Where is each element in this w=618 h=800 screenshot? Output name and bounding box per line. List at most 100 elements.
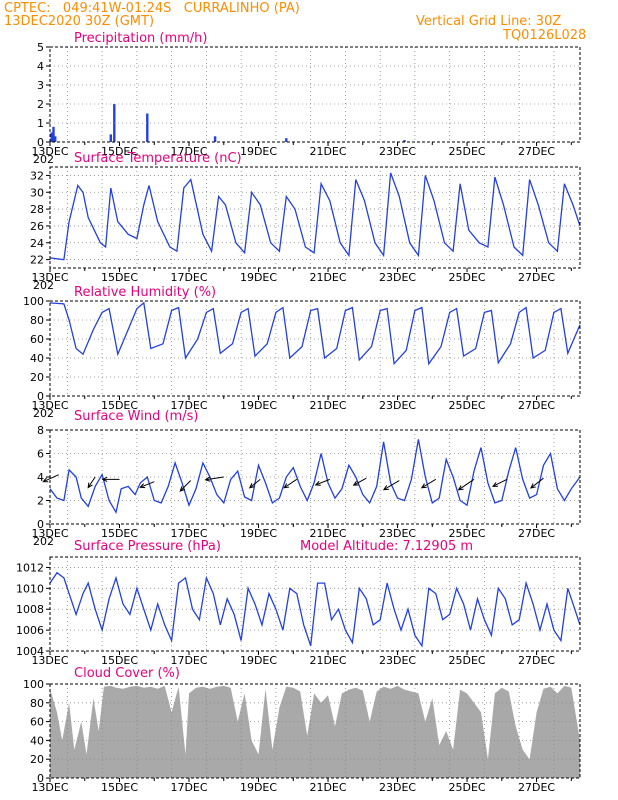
x-tick-label: 19DEC xyxy=(240,271,277,284)
y-tick-label: 4 xyxy=(37,471,44,484)
precip-bar xyxy=(109,134,112,142)
precip-bar xyxy=(213,136,217,142)
x-tick-label: 15DEC xyxy=(101,145,138,158)
wind-arrow xyxy=(204,476,224,482)
panel-4: 1004 1006 1008 1010 1012 13DEC 15DEC 17DEC 19DEC… xyxy=(16,539,581,667)
y-tick-label: 5 xyxy=(37,41,44,54)
x-tick-label: 27DEC xyxy=(518,527,555,540)
panel-frame xyxy=(49,46,581,143)
x-tick-label: 15DEC xyxy=(101,271,138,284)
panel-title: Cloud Cover (%) xyxy=(74,666,180,681)
wind-arrow xyxy=(457,478,475,491)
panel-frame xyxy=(49,166,581,269)
series-line xyxy=(49,301,581,366)
year-label: 202 xyxy=(33,535,54,548)
series-line xyxy=(49,571,581,648)
y-tick-label: 60 xyxy=(30,333,44,346)
x-tick-label: 25DEC xyxy=(448,781,485,794)
wind-arrow xyxy=(352,477,367,486)
x-tick-label: 21DEC xyxy=(309,654,346,667)
x-tick-label: 25DEC xyxy=(448,271,485,284)
panel-frame xyxy=(49,683,581,779)
x-tick-label: 19DEC xyxy=(240,399,277,412)
grid-line-header: Vertical Grid Line: 30Z xyxy=(416,14,562,29)
year-label: 202 xyxy=(33,153,54,166)
x-tick-label: 27DEC xyxy=(518,781,555,794)
x-tick-label: 27DEC xyxy=(518,271,555,284)
wind-arrow xyxy=(530,477,544,489)
x-tick-label: 19DEC xyxy=(240,145,277,158)
panel-frame xyxy=(49,300,581,397)
wind-arrow xyxy=(42,474,59,483)
y-tick-label: 40 xyxy=(30,352,44,365)
precip-bar xyxy=(285,138,288,142)
y-tick-label: 26 xyxy=(30,220,44,233)
series-line xyxy=(49,172,581,261)
panel-5: 0 20 40 60 80 100 13DEC 15DEC 17DEC 19DEC 21DEC 23D… xyxy=(23,666,581,794)
model-code-header: TQ0126L028 xyxy=(503,28,587,43)
station-header: CPTEC: 049:41W-01:24S CURRALINHO (PA) xyxy=(4,1,300,16)
y-tick-label: 100 xyxy=(23,295,44,308)
x-tick-label: 25DEC xyxy=(448,654,485,667)
wind-arrow xyxy=(382,480,400,491)
cloud-area xyxy=(50,685,580,778)
panel-2: 0 20 40 60 80 100 13DEC 15DEC 17DEC 19DEC 21DEC 23D… xyxy=(23,285,581,420)
wind-arrow xyxy=(283,478,298,489)
x-tick-label: 17DEC xyxy=(170,399,207,412)
x-tick-label: 15DEC xyxy=(101,527,138,540)
wind-arrow xyxy=(420,478,437,489)
panel-frame xyxy=(49,429,581,525)
y-tick-label: 80 xyxy=(30,697,44,710)
x-tick-label: 17DEC xyxy=(170,145,207,158)
x-tick-label: 19DEC xyxy=(240,781,277,794)
y-tick-label: 8 xyxy=(37,424,44,437)
x-tick-label: 17DEC xyxy=(170,654,207,667)
x-tick-label: 23DEC xyxy=(379,781,416,794)
y-tick-label: 100 xyxy=(23,678,44,691)
y-tick-label: 4 xyxy=(37,60,44,73)
x-tick-label: 15DEC xyxy=(101,399,138,412)
wind-arrow xyxy=(314,478,330,486)
x-tick-label: 23DEC xyxy=(379,399,416,412)
y-tick-label: 80 xyxy=(30,314,44,327)
y-tick-label: 40 xyxy=(30,734,44,747)
y-tick-label: 3 xyxy=(37,79,44,92)
x-tick-label: 25DEC xyxy=(448,399,485,412)
x-tick-label: 27DEC xyxy=(518,399,555,412)
y-tick-label: 20 xyxy=(30,371,44,384)
x-tick-label: 23DEC xyxy=(379,654,416,667)
precip-bar xyxy=(146,113,149,142)
series-line xyxy=(49,439,581,515)
precip-bar xyxy=(50,132,53,142)
panel-title: Precipitation (mm/h) xyxy=(74,31,207,46)
y-tick-label: 1004 xyxy=(16,645,44,658)
x-tick-label: 13DEC xyxy=(31,399,68,412)
x-tick-label: 13DEC xyxy=(31,781,68,794)
x-tick-label: 21DEC xyxy=(309,399,346,412)
x-tick-label: 21DEC xyxy=(309,145,346,158)
x-tick-label: 17DEC xyxy=(170,781,207,794)
x-tick-label: 15DEC xyxy=(101,654,138,667)
model-altitude: Model Altitude: 7.12905 m xyxy=(300,539,473,554)
x-tick-label: 27DEC xyxy=(518,145,555,158)
x-tick-label: 15DEC xyxy=(101,781,138,794)
wind-arrow xyxy=(87,476,96,489)
precip-bar xyxy=(52,126,55,142)
y-tick-label: 60 xyxy=(30,716,44,729)
y-tick-label: 1012 xyxy=(16,561,44,574)
y-tick-label: 28 xyxy=(30,203,44,216)
precip-bar xyxy=(54,136,57,142)
y-tick-label: 1010 xyxy=(16,582,44,595)
wind-arrow xyxy=(491,478,508,487)
wind-arrow xyxy=(101,476,120,482)
x-tick-label: 23DEC xyxy=(379,271,416,284)
x-tick-label: 21DEC xyxy=(309,781,346,794)
panel-0: 0 1 2 3 4 5 13DEC 15DEC 17DEC 19DEC 21DEC 23DEC 25DE… xyxy=(31,31,581,166)
x-tick-label: 17DEC xyxy=(170,271,207,284)
wind-arrow xyxy=(139,481,155,489)
x-tick-label: 13DEC xyxy=(31,654,68,667)
x-tick-label: 23DEC xyxy=(379,527,416,540)
y-tick-label: 2 xyxy=(37,495,44,508)
x-tick-label: 19DEC xyxy=(240,654,277,667)
